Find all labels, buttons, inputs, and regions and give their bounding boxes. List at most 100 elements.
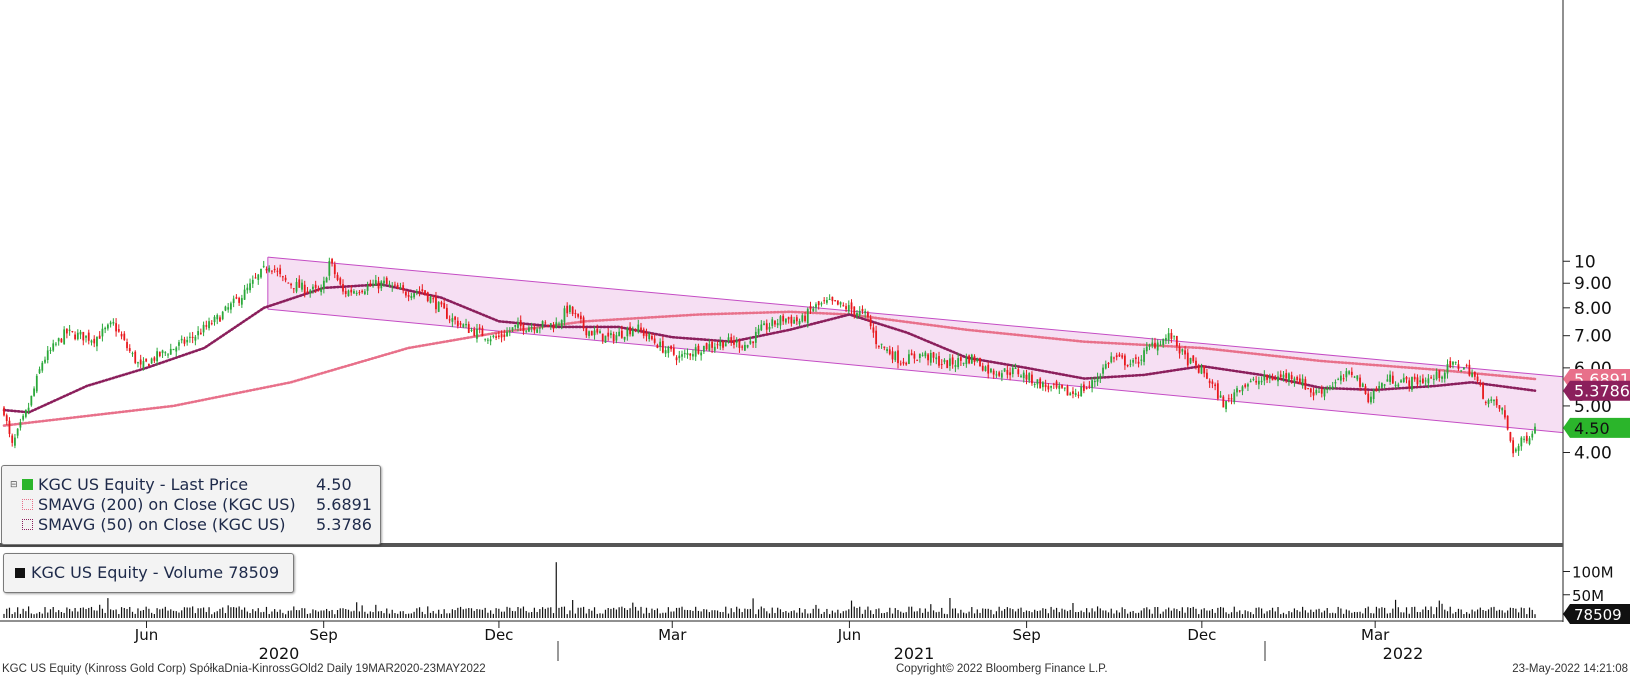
- candle: [1312, 387, 1315, 401]
- volume-bar: [71, 611, 73, 618]
- candle: [93, 335, 96, 348]
- footer-timestamp: 23-May-2022 14:21:08: [1512, 663, 1628, 675]
- volume-bar: [640, 606, 642, 618]
- volume-bar: [894, 608, 896, 618]
- candle: [1014, 363, 1017, 370]
- candle: [511, 327, 514, 332]
- volume-bar: [1047, 613, 1049, 618]
- volume-bar: [142, 609, 145, 618]
- volume-bar: [290, 610, 292, 618]
- candle: [566, 302, 569, 318]
- candle: [694, 343, 697, 361]
- volume-bar: [703, 609, 705, 618]
- volume-bar: [416, 608, 418, 618]
- candle: [1124, 353, 1126, 370]
- volume-bar: [588, 608, 590, 618]
- candle: [1320, 385, 1323, 398]
- volume-bar: [1474, 611, 1476, 618]
- volume-bar: [938, 611, 940, 618]
- volume-bar: [1280, 614, 1282, 618]
- volume-bar: [427, 606, 429, 618]
- candle: [358, 290, 361, 296]
- candle: [752, 341, 754, 348]
- candle: [235, 294, 238, 300]
- volume-bar: [1359, 611, 1361, 618]
- volume-bar: [301, 608, 303, 618]
- candle: [1520, 436, 1523, 451]
- volume-bar: [621, 606, 623, 618]
- candle: [962, 362, 965, 366]
- volume-bar: [949, 597, 951, 618]
- candle: [497, 331, 500, 340]
- candle: [1083, 381, 1085, 394]
- volume-bar: [1096, 606, 1099, 618]
- candle: [1036, 379, 1039, 389]
- volume-bar: [1291, 612, 1293, 618]
- volume-bar: [148, 608, 150, 618]
- candle: [607, 328, 610, 341]
- candle: [295, 277, 298, 294]
- volume-bar: [457, 607, 459, 618]
- volume-bar: [1129, 611, 1131, 618]
- candle: [1233, 389, 1236, 405]
- candle: [1247, 382, 1249, 392]
- volume-bar: [397, 613, 399, 618]
- value-tag-label: 5.3786: [1574, 382, 1630, 401]
- volume-bar: [1471, 609, 1473, 618]
- candle: [858, 306, 861, 318]
- candle: [500, 330, 503, 343]
- channel-upper-line: [267, 256, 1564, 378]
- candle: [1104, 360, 1107, 370]
- volume-bar: [766, 611, 768, 618]
- candle: [33, 386, 35, 397]
- candle: [1323, 387, 1326, 401]
- volume-bar: [995, 611, 998, 618]
- candle: [82, 331, 85, 346]
- volume-bar: [350, 611, 352, 618]
- volume-bar: [1069, 609, 1071, 618]
- candle: [1132, 358, 1135, 367]
- volume-bar: [268, 613, 270, 618]
- volume-bar: [913, 611, 915, 618]
- candle: [1255, 376, 1258, 385]
- candle: [208, 317, 210, 331]
- volume-bar: [708, 612, 710, 618]
- volume-bar: [1001, 610, 1003, 618]
- candle: [394, 281, 396, 287]
- volume-bar: [107, 598, 109, 618]
- candle: [38, 366, 41, 375]
- volume-bar: [1482, 609, 1484, 618]
- volume-legend: KGC US Equity - Volume 78509: [3, 553, 294, 593]
- candle: [1102, 364, 1104, 378]
- volume-bar: [254, 611, 257, 618]
- candle: [44, 356, 46, 364]
- volume-bar: [965, 613, 967, 618]
- volume-bar: [235, 607, 237, 618]
- volume-bar: [1020, 607, 1022, 618]
- volume-bar: [104, 612, 106, 618]
- volume-bar: [793, 610, 795, 618]
- candle: [339, 276, 342, 286]
- volume-bar: [328, 611, 330, 618]
- volume-bar: [544, 608, 546, 618]
- volume-bar: [971, 607, 973, 618]
- candle: [96, 336, 98, 352]
- legend-sma50-label: SMAVG (50) on Close (KGC US): [38, 515, 286, 534]
- candle: [1236, 385, 1238, 397]
- sma50-swatch-icon: [22, 519, 33, 530]
- volume-bar: [1192, 606, 1194, 618]
- volume-bar: [216, 611, 218, 618]
- month-label: Dec: [484, 626, 513, 644]
- volume-bar: [902, 612, 905, 618]
- candle: [1025, 369, 1028, 385]
- volume-bar: [1476, 609, 1479, 618]
- volume-bar: [1386, 613, 1388, 618]
- candle: [776, 318, 779, 329]
- candle: [883, 346, 886, 351]
- volume-bar: [1326, 608, 1328, 618]
- footer-copyright: Copyright© 2022 Bloomberg Finance L.P.: [896, 663, 1108, 675]
- candle: [798, 318, 801, 327]
- volume-bar: [1285, 614, 1287, 618]
- candle: [440, 300, 443, 308]
- volume-bar: [777, 607, 779, 618]
